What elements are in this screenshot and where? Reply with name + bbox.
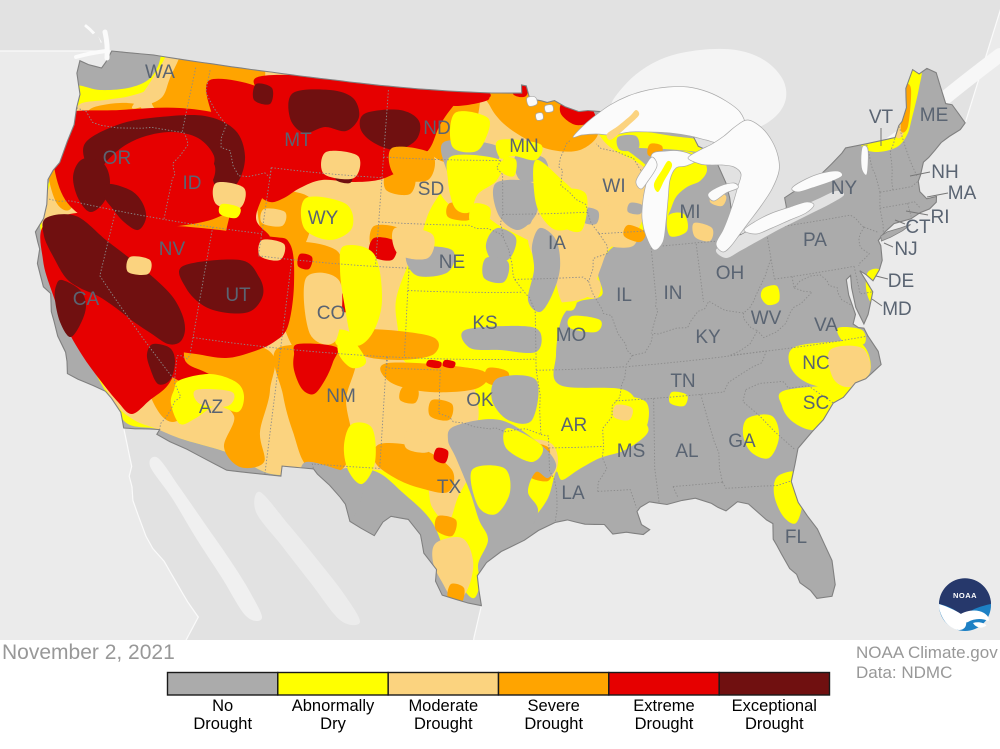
svg-text:IL: IL	[616, 285, 632, 306]
svg-text:November 2, 2021: November 2, 2021	[2, 641, 175, 664]
svg-text:WI: WI	[602, 176, 625, 197]
svg-text:KY: KY	[695, 327, 721, 348]
svg-text:WV: WV	[751, 308, 782, 329]
svg-text:CT: CT	[905, 217, 931, 238]
svg-text:TN: TN	[670, 371, 695, 392]
svg-text:RI: RI	[931, 207, 950, 228]
svg-text:ME: ME	[920, 105, 949, 126]
svg-text:NJ: NJ	[894, 239, 917, 260]
svg-text:Abnormally: Abnormally	[292, 697, 375, 715]
svg-text:VT: VT	[869, 107, 894, 128]
svg-text:ID: ID	[183, 173, 202, 194]
svg-text:PA: PA	[803, 230, 827, 251]
svg-text:MS: MS	[617, 441, 646, 462]
svg-text:Exceptional: Exceptional	[732, 697, 817, 715]
svg-text:Drought: Drought	[524, 715, 583, 733]
svg-text:WA: WA	[145, 62, 175, 83]
svg-text:Moderate: Moderate	[408, 697, 478, 715]
svg-text:CO: CO	[317, 303, 346, 324]
svg-text:LA: LA	[561, 483, 585, 504]
svg-text:Data: NDMC: Data: NDMC	[856, 663, 952, 682]
svg-text:ND: ND	[423, 118, 450, 139]
svg-text:NV: NV	[159, 239, 186, 260]
svg-text:OH: OH	[716, 263, 745, 284]
svg-text:WY: WY	[308, 208, 339, 229]
svg-text:NOAA: NOAA	[953, 591, 977, 600]
svg-text:Drought: Drought	[635, 715, 694, 733]
svg-text:FL: FL	[785, 527, 807, 548]
svg-text:AZ: AZ	[199, 397, 224, 418]
svg-text:MI: MI	[679, 202, 700, 223]
svg-text:MO: MO	[556, 325, 587, 346]
svg-text:CA: CA	[73, 289, 100, 310]
svg-text:Drought: Drought	[193, 715, 252, 733]
svg-text:NOAA Climate.gov: NOAA Climate.gov	[856, 643, 998, 662]
svg-text:SD: SD	[418, 179, 444, 200]
svg-text:VA: VA	[814, 315, 838, 336]
svg-text:TX: TX	[437, 477, 462, 498]
svg-text:MA: MA	[948, 183, 977, 204]
svg-text:Extreme: Extreme	[633, 697, 694, 715]
svg-text:KS: KS	[472, 313, 497, 334]
svg-text:MD: MD	[882, 299, 912, 320]
svg-text:NH: NH	[931, 162, 958, 183]
svg-text:Dry: Dry	[320, 715, 346, 733]
svg-text:DE: DE	[888, 271, 914, 292]
svg-text:IN: IN	[664, 283, 683, 304]
svg-text:UT: UT	[225, 285, 251, 306]
svg-text:AL: AL	[675, 441, 698, 462]
svg-text:Drought: Drought	[414, 715, 473, 733]
svg-text:SC: SC	[803, 393, 829, 414]
svg-text:Drought: Drought	[745, 715, 804, 733]
svg-text:OR: OR	[103, 148, 132, 169]
svg-text:IA: IA	[548, 233, 566, 254]
svg-text:NE: NE	[439, 252, 465, 273]
svg-text:MN: MN	[509, 136, 539, 157]
svg-text:MT: MT	[284, 130, 312, 151]
svg-text:NC: NC	[802, 353, 829, 374]
svg-text:Severe: Severe	[528, 697, 580, 715]
svg-text:OK: OK	[466, 390, 494, 411]
svg-text:NY: NY	[831, 178, 858, 199]
svg-text:AR: AR	[561, 415, 587, 436]
svg-text:GA: GA	[728, 431, 756, 452]
svg-text:NM: NM	[326, 386, 356, 407]
svg-text:No: No	[212, 697, 233, 715]
